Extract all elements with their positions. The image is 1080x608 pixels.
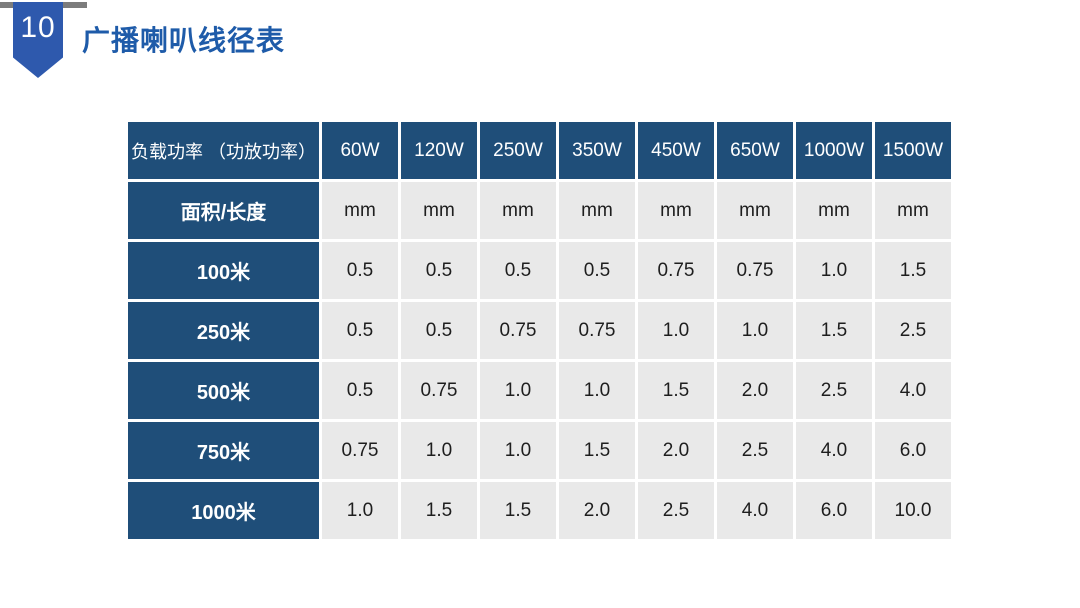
page-number-ribbon: 10 (13, 2, 63, 78)
value-cell: 1.0 (322, 482, 398, 539)
value-cell: 0.5 (322, 242, 398, 299)
value-cell: 0.5 (401, 302, 477, 359)
unit-cell: mm (638, 182, 714, 239)
value-cell: 1.0 (717, 302, 793, 359)
power-header-cell: 120W (401, 122, 477, 179)
table-container: 负载功率 （功放功率） 60W 120W 250W 350W 450W 650W 1000W 1… (125, 119, 954, 542)
value-cell: 1.0 (401, 422, 477, 479)
value-cell: 2.5 (796, 362, 872, 419)
value-cell: 0.5 (480, 242, 556, 299)
page-number: 10 (20, 11, 56, 44)
value-cell: 1.5 (559, 422, 635, 479)
value-cell: 1.0 (480, 362, 556, 419)
unit-cell: mm (559, 182, 635, 239)
value-cell: 2.0 (559, 482, 635, 539)
distance-label-cell: 100米 (128, 242, 319, 299)
power-header-cell: 350W (559, 122, 635, 179)
corner-header-cell: 负载功率 （功放功率） (128, 122, 319, 179)
table-row: 750米 0.75 1.0 1.0 1.5 2.0 2.5 4.0 6.0 (128, 422, 951, 479)
unit-cell: mm (717, 182, 793, 239)
unit-cell: mm (875, 182, 951, 239)
table-row: 500米 0.5 0.75 1.0 1.0 1.5 2.0 2.5 4.0 (128, 362, 951, 419)
table-row: 250米 0.5 0.5 0.75 0.75 1.0 1.0 1.5 2.5 (128, 302, 951, 359)
value-cell: 0.5 (322, 302, 398, 359)
power-header-cell: 450W (638, 122, 714, 179)
value-cell: 0.5 (322, 362, 398, 419)
value-cell: 1.5 (875, 242, 951, 299)
table-row: 100米 0.5 0.5 0.5 0.5 0.75 0.75 1.0 1.5 (128, 242, 951, 299)
unit-cell: mm (401, 182, 477, 239)
value-cell: 0.75 (717, 242, 793, 299)
value-cell: 1.5 (796, 302, 872, 359)
value-cell: 4.0 (875, 362, 951, 419)
power-header-cell: 250W (480, 122, 556, 179)
value-cell: 1.0 (638, 302, 714, 359)
distance-label-cell: 500米 (128, 362, 319, 419)
distance-label-cell: 250米 (128, 302, 319, 359)
unit-cell: mm (322, 182, 398, 239)
distance-label-cell: 1000米 (128, 482, 319, 539)
slide-title: 广播喇叭线径表 (82, 25, 286, 56)
unit-cell: mm (796, 182, 872, 239)
table-row: 1000米 1.0 1.5 1.5 2.0 2.5 4.0 6.0 10.0 (128, 482, 951, 539)
power-header-cell: 1500W (875, 122, 951, 179)
value-cell: 0.75 (480, 302, 556, 359)
value-cell: 1.0 (480, 422, 556, 479)
value-cell: 0.75 (559, 302, 635, 359)
value-cell: 10.0 (875, 482, 951, 539)
value-cell: 1.5 (638, 362, 714, 419)
unit-cell: mm (480, 182, 556, 239)
value-cell: 6.0 (796, 482, 872, 539)
value-cell: 2.5 (638, 482, 714, 539)
power-header-cell: 1000W (796, 122, 872, 179)
value-cell: 0.5 (559, 242, 635, 299)
value-cell: 1.0 (559, 362, 635, 419)
value-cell: 2.0 (638, 422, 714, 479)
distance-label-cell: 750米 (128, 422, 319, 479)
unit-row: 面积/长度 mm mm mm mm mm mm mm mm (128, 182, 951, 239)
value-cell: 1.5 (480, 482, 556, 539)
power-header-cell: 60W (322, 122, 398, 179)
value-cell: 4.0 (796, 422, 872, 479)
value-cell: 2.0 (717, 362, 793, 419)
value-cell: 6.0 (875, 422, 951, 479)
value-cell: 1.5 (401, 482, 477, 539)
value-cell: 0.5 (401, 242, 477, 299)
value-cell: 0.75 (638, 242, 714, 299)
value-cell: 0.75 (322, 422, 398, 479)
power-header-cell: 650W (717, 122, 793, 179)
table-header-row: 负载功率 （功放功率） 60W 120W 250W 350W 450W 650W 1000W 1… (128, 122, 951, 179)
value-cell: 4.0 (717, 482, 793, 539)
unit-row-label-cell: 面积/长度 (128, 182, 319, 239)
value-cell: 0.75 (401, 362, 477, 419)
value-cell: 2.5 (875, 302, 951, 359)
value-cell: 1.0 (796, 242, 872, 299)
wire-gauge-table: 负载功率 （功放功率） 60W 120W 250W 350W 450W 650W 1000W 1… (125, 119, 954, 542)
value-cell: 2.5 (717, 422, 793, 479)
